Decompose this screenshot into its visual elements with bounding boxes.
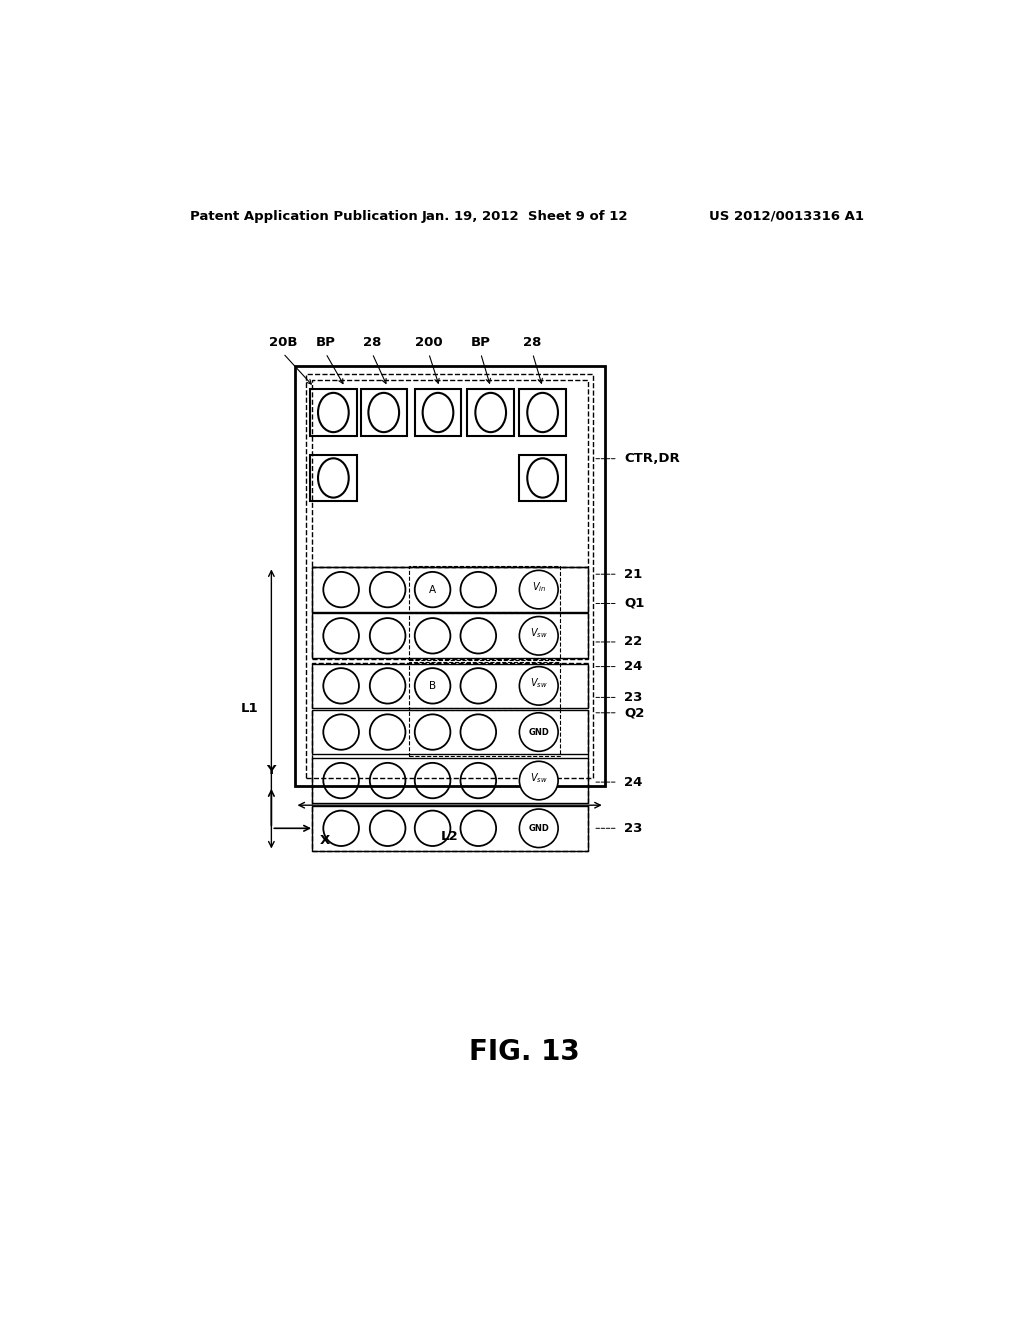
Ellipse shape bbox=[519, 616, 558, 655]
Bar bbox=[467, 389, 514, 436]
Text: 22: 22 bbox=[624, 635, 642, 648]
Text: Jan. 19, 2012  Sheet 9 of 12: Jan. 19, 2012 Sheet 9 of 12 bbox=[422, 210, 628, 223]
Ellipse shape bbox=[519, 809, 558, 847]
Bar bbox=[311, 380, 588, 566]
Bar bbox=[409, 708, 560, 756]
Text: Patent Application Publication: Patent Application Publication bbox=[190, 210, 418, 223]
Text: Q1: Q1 bbox=[624, 597, 644, 610]
Text: BP: BP bbox=[471, 337, 490, 350]
Bar bbox=[409, 566, 560, 614]
Ellipse shape bbox=[519, 570, 558, 609]
Text: X: X bbox=[321, 834, 331, 847]
Text: Q2: Q2 bbox=[624, 706, 644, 719]
Text: 28: 28 bbox=[362, 337, 381, 350]
Bar bbox=[415, 389, 461, 436]
Text: 23: 23 bbox=[624, 690, 642, 704]
Bar bbox=[311, 663, 588, 851]
Bar bbox=[310, 455, 356, 502]
Text: GND: GND bbox=[528, 727, 549, 737]
Text: B: B bbox=[429, 681, 436, 690]
Ellipse shape bbox=[519, 762, 558, 800]
Bar bbox=[295, 367, 604, 785]
Text: GND: GND bbox=[528, 824, 549, 833]
Text: 200: 200 bbox=[415, 337, 442, 350]
Bar bbox=[519, 455, 566, 502]
Text: L1: L1 bbox=[241, 702, 258, 715]
Text: $V_{sw}$: $V_{sw}$ bbox=[529, 771, 548, 785]
Text: 20B: 20B bbox=[268, 337, 297, 350]
Text: 24: 24 bbox=[624, 776, 642, 788]
Ellipse shape bbox=[519, 667, 558, 705]
Text: 24: 24 bbox=[624, 660, 642, 673]
Text: Y: Y bbox=[266, 764, 276, 776]
Bar bbox=[311, 710, 588, 755]
Text: L2: L2 bbox=[440, 829, 459, 842]
Text: A: A bbox=[429, 585, 436, 594]
Bar bbox=[409, 663, 560, 710]
Text: BP: BP bbox=[315, 337, 336, 350]
Text: $V_{in}$: $V_{in}$ bbox=[531, 581, 546, 594]
Bar bbox=[360, 389, 407, 436]
Ellipse shape bbox=[519, 713, 558, 751]
Bar bbox=[311, 758, 588, 803]
Text: 21: 21 bbox=[624, 568, 642, 581]
Bar bbox=[310, 389, 356, 436]
Text: US 2012/0013316 A1: US 2012/0013316 A1 bbox=[710, 210, 864, 223]
Text: 23: 23 bbox=[624, 822, 642, 834]
Bar bbox=[311, 807, 588, 850]
Bar bbox=[409, 612, 560, 660]
Text: FIG. 13: FIG. 13 bbox=[469, 1038, 581, 1065]
Bar bbox=[311, 566, 588, 659]
Bar bbox=[311, 664, 588, 708]
Text: CTR,DR: CTR,DR bbox=[624, 453, 680, 465]
Bar bbox=[519, 389, 566, 436]
Bar bbox=[306, 374, 593, 779]
Text: $V_{sw}$: $V_{sw}$ bbox=[529, 627, 548, 640]
Bar bbox=[311, 568, 588, 612]
Text: 28: 28 bbox=[523, 337, 542, 350]
Text: $V_{sw}$: $V_{sw}$ bbox=[529, 677, 548, 690]
Bar bbox=[311, 614, 588, 659]
